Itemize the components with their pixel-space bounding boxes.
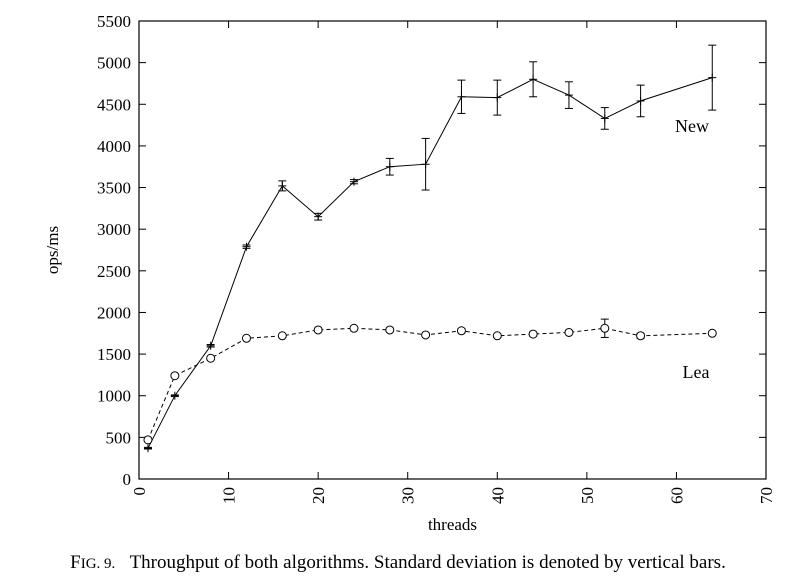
- x-tick-label: 10: [220, 487, 239, 504]
- x-tick-label: 70: [757, 487, 776, 504]
- data-point: [385, 325, 395, 335]
- x-tick-label: 0: [130, 487, 149, 496]
- data-point: [492, 331, 502, 341]
- data-point: [241, 333, 251, 343]
- x-tick-label: 40: [488, 487, 507, 504]
- data-point: [277, 331, 287, 341]
- series-new: [143, 44, 717, 453]
- data-point: [529, 75, 538, 84]
- data-point: [170, 371, 180, 381]
- series-line-new: [147, 77, 713, 449]
- data-point: [564, 91, 573, 100]
- data-point: [206, 341, 215, 350]
- y-tick-label: 0: [123, 470, 132, 489]
- data-point: [600, 114, 609, 123]
- data-point: [421, 160, 430, 169]
- data-point: [493, 93, 502, 102]
- data-point: [707, 328, 717, 338]
- data-point: [349, 177, 358, 186]
- y-tick-label: 2500: [97, 262, 131, 281]
- y-tick-label: 1500: [97, 345, 131, 364]
- data-point: [313, 325, 323, 335]
- y-tick-label: 5000: [97, 54, 131, 73]
- series-label-lea: Lea: [683, 362, 710, 382]
- data-point: [564, 327, 574, 337]
- y-tick-label: 4000: [97, 137, 131, 156]
- figure-caption: FIG. 9. Throughput of both algorithms. S…: [0, 552, 796, 574]
- x-tick-label: 30: [399, 487, 418, 504]
- data-point: [421, 330, 431, 340]
- y-axis-title: ops/ms: [43, 226, 62, 274]
- x-tick-label: 50: [578, 487, 597, 504]
- data-point: [456, 326, 466, 336]
- data-point: [242, 242, 251, 251]
- caption-text: Throughput of both algorithms. Standard …: [129, 552, 726, 573]
- y-tick-label: 1000: [97, 387, 131, 406]
- plot-frame: [138, 20, 767, 480]
- y-tick-label: 5500: [97, 12, 131, 31]
- data-point: [143, 444, 152, 453]
- series-lea: [143, 318, 717, 445]
- caption-fig-rest: IG. 9.: [80, 556, 116, 572]
- series-line-lea: [147, 327, 713, 441]
- data-point: [600, 323, 610, 333]
- data-point: [636, 331, 646, 341]
- data-point: [349, 323, 359, 333]
- series-label-new: New: [675, 116, 709, 136]
- y-tick-label: 3000: [97, 220, 131, 239]
- data-point: [143, 435, 153, 445]
- x-axis-title: threads: [428, 515, 477, 534]
- data-point: [206, 353, 216, 363]
- y-tick-label: 3500: [97, 179, 131, 198]
- data-point: [708, 73, 717, 82]
- data-point: [170, 391, 179, 400]
- x-tick-label: 60: [667, 487, 686, 504]
- y-tick-label: 500: [106, 428, 132, 447]
- y-tick-label: 4500: [97, 95, 131, 114]
- data-point: [385, 162, 394, 171]
- data-point: [314, 212, 323, 221]
- y-tick-label: 2000: [97, 303, 131, 322]
- data-point: [636, 96, 645, 105]
- data-point: [528, 329, 538, 339]
- caption-fig-f: F: [70, 552, 81, 573]
- throughput-chart: 0500100015002000250030003500400045005000…: [43, 12, 776, 534]
- data-point: [278, 181, 287, 190]
- x-tick-label: 20: [309, 487, 328, 504]
- data-point: [457, 92, 466, 101]
